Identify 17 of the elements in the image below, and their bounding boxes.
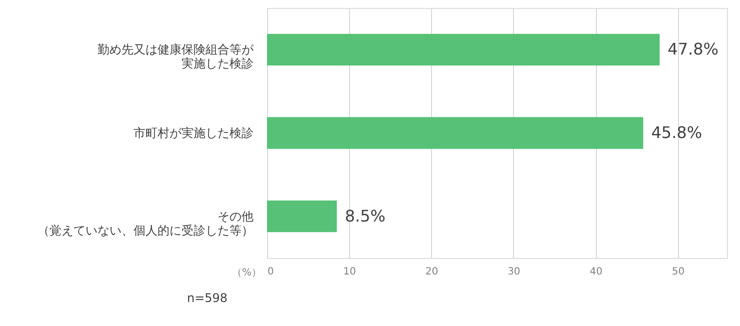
x-tick-label: 30 (508, 266, 520, 278)
x-tick-label: 10 (343, 266, 356, 278)
data-label: 45.8% (651, 123, 702, 142)
data-label: 8.5% (344, 206, 386, 226)
data-label: 47.8% (668, 40, 718, 59)
x-tick-label: 50 (672, 266, 685, 278)
bar (267, 200, 337, 232)
y-tick-label: 市町村が実施した検診 (134, 126, 254, 140)
bar (267, 34, 660, 66)
y-tick-label: その他（覚えていない、個人的に受診した等） (38, 209, 254, 238)
x-tick-label: 40 (590, 266, 602, 278)
x-tick-label: 0 (268, 266, 274, 278)
x-axis-title: （%） (232, 268, 262, 278)
text: n=598 (187, 291, 228, 305)
x-tick-label: 20 (425, 266, 438, 278)
y-tick-label: 勤め先又は健康保険組合等が実施した検診 (98, 42, 254, 71)
bar (267, 117, 644, 149)
